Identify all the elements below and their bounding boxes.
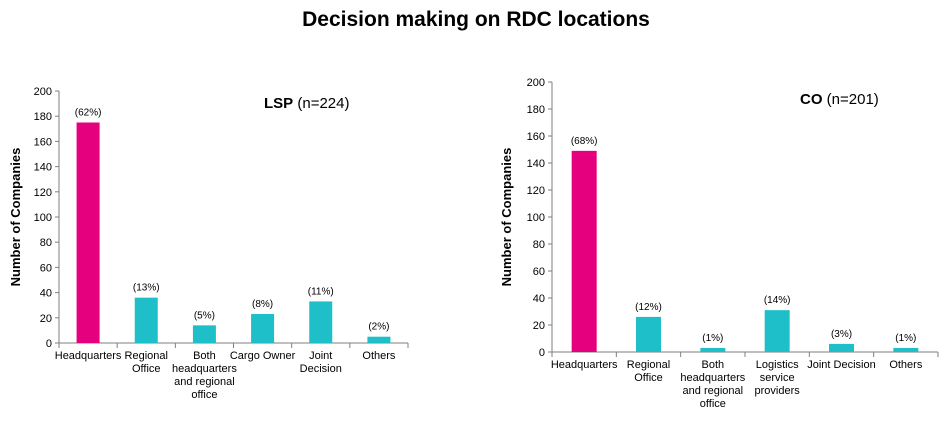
category-label-line: Regional	[627, 359, 670, 371]
category-label-line: Regional	[125, 350, 168, 362]
category-label-line: Cargo Owner	[230, 350, 296, 362]
category-label-line: office	[700, 398, 726, 410]
category-label-line: providers	[755, 385, 801, 397]
data-label: (2%)	[368, 322, 389, 333]
category-label-line: Headquarters	[55, 350, 122, 362]
data-label: (8%)	[252, 299, 273, 310]
y-tick-label: 200	[527, 77, 545, 89]
y-tick-label: 0	[539, 347, 545, 359]
category-label-line: Others	[362, 350, 396, 362]
y-tick-label: 140	[34, 162, 52, 174]
bar	[367, 336, 391, 343]
category-label: Both headquarters and regional office	[172, 350, 237, 401]
data-label: (1%)	[895, 333, 916, 344]
bar	[192, 325, 216, 343]
y-tick-label: 60	[40, 262, 52, 274]
category-label-line: Logistics	[756, 359, 799, 371]
series-sample-size: (n=224)	[293, 95, 349, 112]
bar	[134, 297, 158, 343]
y-tick-label: 100	[527, 212, 545, 224]
category-label-line: Both	[193, 350, 216, 362]
category-label: Joint Decision	[300, 350, 342, 375]
page-title: Decision making on RDC locations	[302, 8, 650, 31]
lsp-bar-chart: 0 20 40 60 80 100 120 140 160 180 200 (62%) Headquar…	[8, 86, 409, 401]
bar	[251, 314, 275, 343]
data-label: (13%)	[133, 283, 160, 294]
data-label: (3%)	[831, 329, 852, 340]
bar	[76, 122, 100, 343]
bar	[700, 347, 726, 352]
data-label: (12%)	[635, 302, 662, 313]
y-tick-label: 180	[527, 104, 545, 116]
data-label: (1%)	[702, 333, 723, 344]
data-label: (68%)	[571, 136, 598, 147]
series-group-name: CO	[800, 91, 823, 108]
co-bar-chart: 0 20 40 60 80 100 120 140 160 180 200 (68%) Headquar…	[499, 77, 939, 410]
data-label: (11%)	[308, 286, 334, 297]
category-label: Joint Decision	[807, 359, 875, 371]
category-label: Cargo Owner	[230, 350, 296, 362]
category-label-line: office	[191, 389, 217, 401]
category-label-line: Decision	[300, 363, 342, 375]
data-label: (5%)	[194, 310, 215, 321]
y-tick-label: 0	[46, 338, 52, 350]
category-label-line: headquarters	[172, 363, 237, 375]
category-label: Headquarters	[55, 350, 122, 362]
series-title: LSP (n=224)	[264, 95, 349, 112]
series-group-name: LSP	[264, 95, 293, 112]
y-tick-label: 80	[40, 237, 52, 249]
y-tick-label: 120	[34, 187, 52, 199]
y-tick-label: 20	[40, 313, 52, 325]
category-label: Others	[889, 359, 923, 371]
y-tick-label: 40	[533, 293, 545, 305]
series-title: CO (n=201)	[800, 91, 879, 108]
data-label: (14%)	[764, 295, 791, 306]
bar	[764, 310, 790, 352]
category-label-line: Headquarters	[551, 359, 618, 371]
category-label-line: Office	[634, 372, 663, 384]
bar	[309, 301, 333, 343]
category-label-line: Office	[132, 363, 161, 375]
category-label-line: headquarters	[680, 372, 745, 384]
category-label: Regional Office	[125, 350, 168, 375]
y-tick-label: 40	[40, 288, 52, 300]
data-label: (62%)	[75, 108, 102, 119]
y-tick-label: 60	[533, 266, 545, 278]
y-tick-label: 120	[527, 185, 545, 197]
y-axis-label: Number of Companies	[499, 148, 514, 287]
y-tick-label: 100	[34, 212, 52, 224]
bar	[829, 343, 854, 352]
y-tick-label: 180	[34, 111, 52, 123]
bar	[571, 150, 597, 352]
category-label: Both headquarters and regional office	[680, 359, 745, 410]
y-tick-label: 200	[34, 86, 52, 98]
bar	[893, 347, 919, 352]
category-label: Others	[362, 350, 396, 362]
category-label-line: Joint	[309, 350, 332, 362]
category-label-line: Others	[889, 359, 923, 371]
category-label: Regional Office	[627, 359, 670, 384]
y-axis-label: Number of Companies	[8, 148, 23, 287]
category-label-line: and regional	[174, 376, 235, 388]
category-label-line: Joint Decision	[807, 359, 875, 371]
y-tick-label: 20	[533, 320, 545, 332]
category-label-line: Both	[702, 359, 725, 371]
bar	[636, 316, 661, 352]
category-label: Headquarters	[551, 359, 618, 371]
category-label-line: service	[760, 372, 795, 384]
y-tick-label: 160	[527, 131, 545, 143]
y-tick-label: 140	[527, 158, 545, 170]
category-label-line: and regional	[683, 385, 744, 397]
category-label: Logistics service providers	[755, 359, 801, 397]
series-sample-size: (n=201)	[823, 91, 879, 108]
y-tick-label: 80	[533, 239, 545, 251]
y-tick-label: 160	[34, 136, 52, 148]
